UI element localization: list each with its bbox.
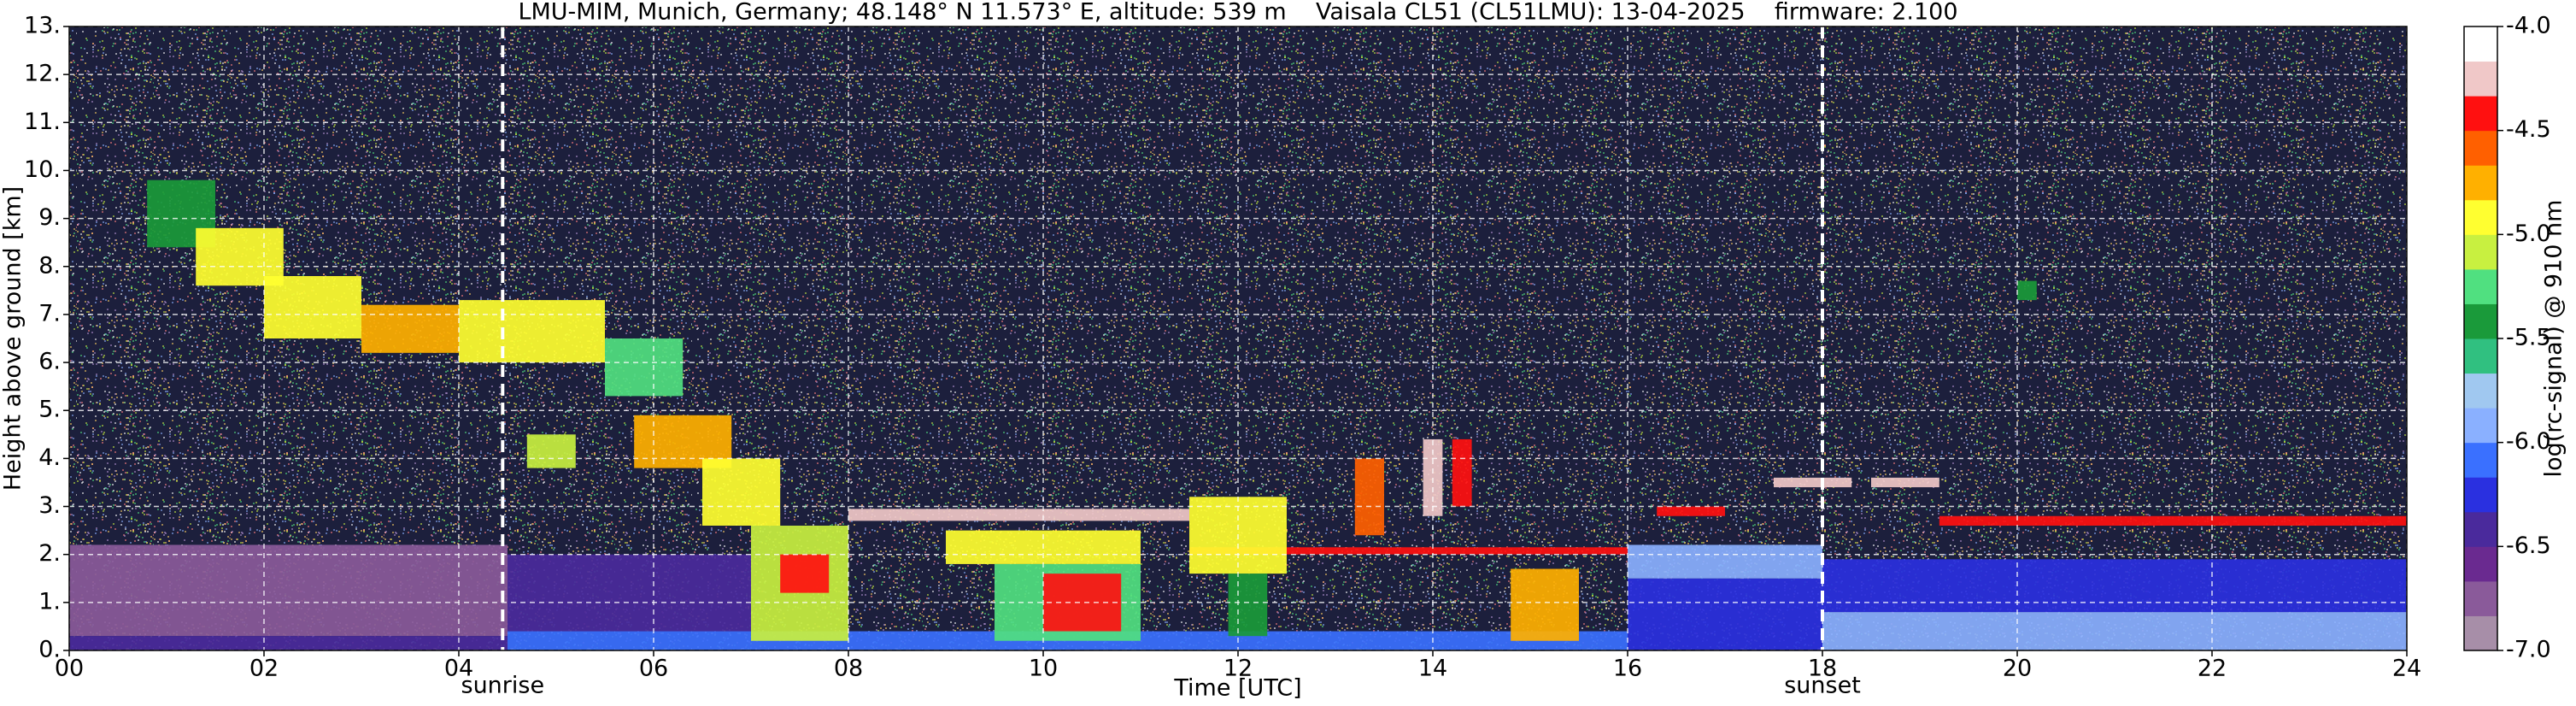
signal-cell [1628, 578, 1822, 650]
signal-cell [69, 544, 508, 637]
colorbar-swatch [2464, 373, 2497, 409]
signal-cell [1822, 559, 2407, 613]
signal-cell [1939, 515, 2407, 526]
x-tick-label: 16 [1613, 656, 1642, 682]
colorbar-tick-label: -4.0 [2506, 13, 2551, 39]
colorbar-swatch [2464, 615, 2497, 651]
signal-cell [1511, 568, 1579, 641]
y-tick-label: 8. [38, 252, 61, 279]
colorbar-swatch [2464, 408, 2497, 444]
colorbar-swatch [2464, 580, 2497, 616]
x-tick-label: 22 [2198, 656, 2227, 682]
annotation-label: sunrise [461, 673, 545, 699]
signal-cell [1228, 574, 1268, 637]
colorbar-swatch [2464, 130, 2497, 166]
y-tick-label: 11. [24, 109, 61, 135]
colorbar-tick-label: -6.5 [2506, 532, 2551, 559]
colorbar-swatch [2464, 26, 2497, 62]
signal-cell [1423, 438, 1443, 516]
colorbar-swatch [2464, 442, 2497, 478]
signal-cell [69, 636, 508, 650]
colorbar-label: log(rc-signal) @ 910 nm [2541, 200, 2567, 478]
y-tick-label: 7. [38, 300, 61, 327]
colorbar-swatch [2464, 199, 2497, 235]
x-tick-label: 08 [834, 656, 863, 682]
colorbar-tick-label: -5.5 [2506, 325, 2551, 351]
x-tick-label: 12 [1223, 656, 1253, 682]
y-tick-label: 12. [24, 61, 61, 87]
y-tick-label: 10. [24, 156, 61, 183]
colorbar-swatch [2464, 511, 2497, 547]
x-tick-label: 20 [2003, 656, 2032, 682]
signal-cell [605, 338, 684, 397]
colorbar-tick-label: -5.0 [2506, 221, 2551, 247]
y-tick-label: 3. [38, 492, 61, 519]
x-tick-label: 04 [444, 656, 473, 682]
signal-cell [361, 304, 459, 353]
signal-cell [780, 554, 830, 593]
signal-cell [526, 434, 576, 468]
x-tick-label: 10 [1029, 656, 1058, 682]
signal-cell [1628, 544, 1822, 579]
colorbar-swatch [2464, 303, 2497, 339]
signal-cell [1354, 458, 1384, 536]
signal-cell [1043, 574, 1122, 632]
colorbar-swatch [2464, 61, 2497, 97]
y-tick-label: 4. [38, 444, 61, 471]
colorbar-swatch [2464, 234, 2497, 270]
colorbar-swatch [2464, 96, 2497, 132]
signal-cell [1657, 506, 1725, 516]
colorbar-swatch [2464, 338, 2497, 374]
colorbar-swatch [2464, 477, 2497, 513]
x-tick-label: 02 [249, 656, 279, 682]
y-axis-label: Height above ground [km] [0, 186, 26, 491]
colorbar-swatch [2464, 268, 2497, 304]
y-tick-label: 6. [38, 349, 61, 375]
x-tick-label: 14 [1418, 656, 1447, 682]
annotation-label: sunset [1784, 673, 1861, 699]
colorbar-tick-label: -7.0 [2506, 637, 2551, 663]
colorbar-swatch [2464, 546, 2497, 582]
signal-cell [1189, 547, 1628, 555]
y-tick-label: 9. [38, 204, 61, 231]
signal-cell [702, 458, 781, 526]
signal-cell [1871, 477, 1939, 488]
signal-cell [1774, 477, 1852, 488]
signal-cell [2017, 280, 2037, 301]
signal-cell [1822, 612, 2407, 650]
x-tick-label: 06 [639, 656, 668, 682]
x-tick-label: 18 [1808, 656, 1837, 682]
x-axis-label: Time [UTC] [1173, 675, 1301, 702]
colorbar-tick-label: -4.5 [2506, 116, 2551, 143]
signal-cell [1452, 438, 1472, 507]
colorbar-swatch [2464, 165, 2497, 201]
y-tick-label: 0. [38, 637, 61, 663]
y-tick-label: 1. [38, 588, 61, 615]
signal-cell [459, 300, 605, 363]
y-tick-label: 5. [38, 397, 61, 423]
colorbar-tick-label: -6.0 [2506, 428, 2551, 455]
signal-cell [264, 276, 361, 338]
signal-cell [848, 509, 1189, 521]
chart-title: LMU-MIM, Munich, Germany; 48.148° N 11.5… [518, 0, 1957, 26]
signal-cell [508, 554, 751, 632]
y-tick-label: 13. [24, 13, 61, 39]
x-tick-label: 24 [2392, 656, 2421, 682]
x-tick-label: 00 [55, 656, 84, 682]
plot-frame [68, 26, 2408, 651]
y-tick-label: 2. [38, 540, 61, 567]
